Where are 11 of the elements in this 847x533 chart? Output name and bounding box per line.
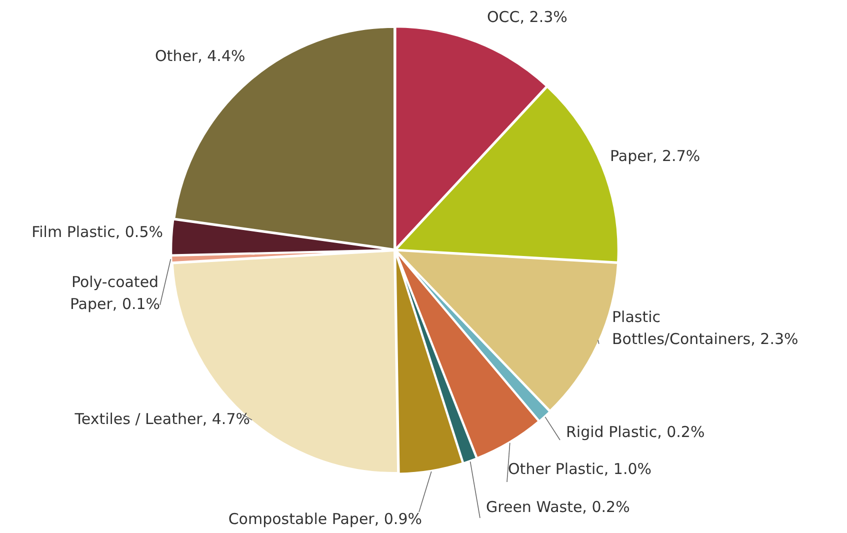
slice-label: Plastic Bottles/Containers, 2.3% bbox=[612, 308, 798, 348]
slice-label: Film Plastic, 0.5% bbox=[32, 222, 163, 241]
slice-label: Paper, 2.7% bbox=[610, 146, 700, 165]
slice-label: Other Plastic, 1.0% bbox=[508, 460, 652, 478]
slice-label: Compostable Paper, 0.9% bbox=[228, 510, 422, 528]
slice-label: OCC, 2.3% bbox=[487, 8, 568, 26]
slice-label: Poly-coated Paper, 0.1% bbox=[70, 272, 160, 313]
slice-label: Textiles / Leather, 4.7% bbox=[74, 410, 250, 428]
slice-label: Rigid Plastic, 0.2% bbox=[566, 422, 705, 441]
slice-label: Other, 4.4% bbox=[155, 46, 246, 65]
slice-label: Green Waste, 0.2% bbox=[486, 498, 630, 516]
